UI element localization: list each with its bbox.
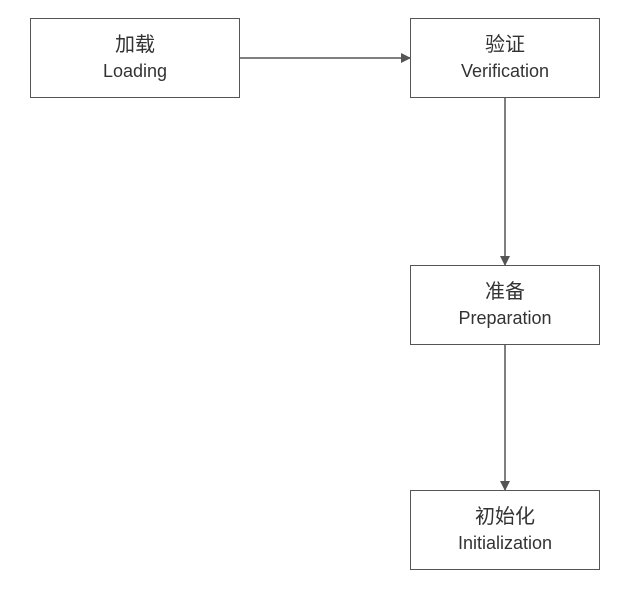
node-initialization-label-cn: 初始化: [475, 503, 535, 531]
node-loading-label-cn: 加载: [115, 31, 155, 59]
node-preparation-label-en: Preparation: [458, 306, 551, 331]
flowchart-canvas: 加载 Loading 验证 Verification 准备 Preparatio…: [0, 0, 634, 600]
node-verification: 验证 Verification: [410, 18, 600, 98]
node-initialization-label-en: Initialization: [458, 531, 552, 556]
node-verification-label-cn: 验证: [485, 31, 525, 59]
node-preparation-label-cn: 准备: [485, 278, 525, 306]
node-loading-label-en: Loading: [103, 59, 167, 84]
node-initialization: 初始化 Initialization: [410, 490, 600, 570]
node-loading: 加载 Loading: [30, 18, 240, 98]
node-verification-label-en: Verification: [461, 59, 549, 84]
node-preparation: 准备 Preparation: [410, 265, 600, 345]
